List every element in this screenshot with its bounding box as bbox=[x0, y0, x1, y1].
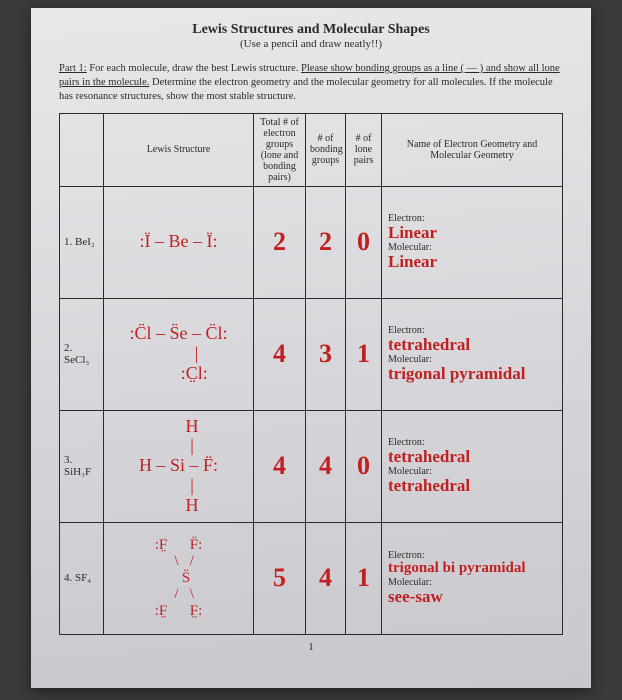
lewis-structure: :F̤ F̈: \ / S̈ / \ :F̤ F̤: bbox=[108, 537, 249, 620]
electron-geometry: trigonal bi pyramidal bbox=[388, 561, 556, 577]
geometry-cell: Electron: Linear Molecular: Linear bbox=[382, 186, 563, 298]
lewis-cell: :Ï – Be – Ï: bbox=[104, 186, 254, 298]
header-geom: Name of Electron Geometry and Molecular … bbox=[382, 113, 563, 186]
molecule-name: 3. SiH₃F bbox=[60, 410, 104, 522]
table-row: 4. SF₄ :F̤ F̈: \ / S̈ / \ :F̤ F̤: 5 4 1 … bbox=[60, 522, 563, 634]
page-title: Lewis Structures and Molecular Shapes bbox=[59, 22, 563, 38]
molecule-name: 2. SeCl₃ bbox=[60, 298, 104, 410]
instructions: Part 1: For each molecule, draw the best… bbox=[59, 62, 563, 105]
table-row: 2. SeCl₃ :C̈l – S̈e – C̈l: | :C̤l: 4 3 1… bbox=[60, 298, 563, 410]
header-lewis: Lewis Structure bbox=[104, 113, 254, 186]
lewis-structure: :Ï – Be – Ï: bbox=[108, 232, 249, 252]
lewis-cell: H | H – Si – F̈: | H bbox=[104, 410, 254, 522]
molecular-geometry: trigonal pyramidal bbox=[388, 365, 556, 383]
geometry-cell: Electron: tetrahedral Molecular: trigona… bbox=[382, 298, 563, 410]
lone-pairs: 1 bbox=[346, 298, 382, 410]
instr-text-1: For each molecule, draw the best Lewis s… bbox=[87, 63, 301, 74]
lone-pairs: 1 bbox=[346, 522, 382, 634]
bonding-groups: 2 bbox=[306, 186, 346, 298]
lone-pairs: 0 bbox=[346, 410, 382, 522]
bonding-groups: 4 bbox=[306, 410, 346, 522]
total-groups: 4 bbox=[254, 410, 306, 522]
molecular-geometry: tetrahedral bbox=[388, 477, 556, 495]
molecular-geometry: Linear bbox=[388, 253, 556, 271]
electron-geometry: tetrahedral bbox=[388, 448, 556, 466]
header-total: Total # of electron groups (lone and bon… bbox=[254, 113, 306, 186]
lewis-cell: :C̈l – S̈e – C̈l: | :C̤l: bbox=[104, 298, 254, 410]
page-subtitle: (Use a pencil and draw neatly!!) bbox=[59, 38, 563, 50]
electron-geometry: Linear bbox=[388, 224, 556, 242]
lewis-structure: :C̈l – S̈e – C̈l: | :C̤l: bbox=[108, 324, 249, 383]
bonding-groups: 4 bbox=[306, 522, 346, 634]
worksheet-table: Lewis Structure Total # of electron grou… bbox=[59, 113, 563, 635]
header-row: Lewis Structure Total # of electron grou… bbox=[60, 113, 563, 186]
header-lone: # of lone pairs bbox=[346, 113, 382, 186]
bonding-groups: 3 bbox=[306, 298, 346, 410]
molecule-name: 4. SF₄ bbox=[60, 522, 104, 634]
table-row: 1. BeI₂ :Ï – Be – Ï: 2 2 0 Electron: Lin… bbox=[60, 186, 563, 298]
molecule-name: 1. BeI₂ bbox=[60, 186, 104, 298]
total-groups: 5 bbox=[254, 522, 306, 634]
lewis-cell: :F̤ F̈: \ / S̈ / \ :F̤ F̤: bbox=[104, 522, 254, 634]
page-number: 1 bbox=[59, 641, 563, 653]
header-bonding: # of bonding groups bbox=[306, 113, 346, 186]
molecular-geometry: see-saw bbox=[388, 588, 556, 606]
lone-pairs: 0 bbox=[346, 186, 382, 298]
header-blank bbox=[60, 113, 104, 186]
electron-geometry: tetrahedral bbox=[388, 336, 556, 354]
geometry-cell: Electron: trigonal bi pyramidal Molecula… bbox=[382, 522, 563, 634]
part-label: Part 1: bbox=[59, 63, 87, 74]
table-row: 3. SiH₃F H | H – Si – F̈: | H 4 4 0 Elec… bbox=[60, 410, 563, 522]
total-groups: 2 bbox=[254, 186, 306, 298]
lewis-structure: H | H – Si – F̈: | H bbox=[108, 417, 249, 516]
worksheet-page: Lewis Structures and Molecular Shapes (U… bbox=[31, 8, 591, 688]
total-groups: 4 bbox=[254, 298, 306, 410]
geometry-cell: Electron: tetrahedral Molecular: tetrahe… bbox=[382, 410, 563, 522]
